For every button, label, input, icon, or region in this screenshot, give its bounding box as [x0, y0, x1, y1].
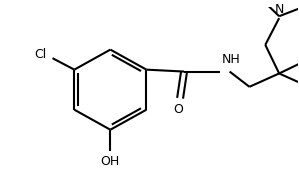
Text: NH: NH	[222, 53, 240, 66]
Text: Cl: Cl	[34, 48, 47, 61]
Text: OH: OH	[101, 155, 120, 167]
Text: O: O	[173, 103, 183, 116]
Text: N: N	[274, 3, 284, 16]
